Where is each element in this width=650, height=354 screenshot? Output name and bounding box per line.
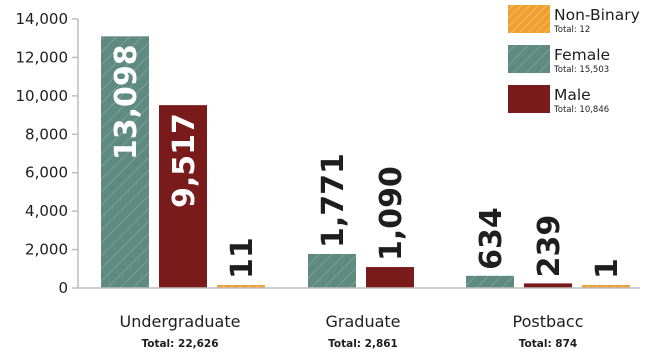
bars	[101, 36, 630, 289]
bar-non-binary-undergraduate	[217, 285, 265, 288]
data-label: 1,090	[374, 166, 409, 261]
data-label: 1,771	[316, 153, 351, 248]
category-label: Graduate	[326, 312, 401, 331]
category-label: Undergraduate	[120, 312, 241, 331]
y-tick-label: 12,000	[16, 48, 69, 66]
x-axis: Undergraduate Total: 22,626 Graduate Total:…	[78, 287, 640, 350]
bar-non-binary-postbacc	[582, 285, 630, 288]
legend-label: Male	[554, 86, 591, 104]
y-tick-label: 6,000	[25, 164, 68, 182]
legend-label: Non-Binary	[554, 6, 640, 24]
data-label: 11	[225, 237, 260, 279]
data-label: 239	[532, 215, 567, 278]
bar-male-graduate	[366, 267, 414, 288]
y-tick-label: 4,000	[25, 202, 68, 220]
data-label: 1	[590, 258, 625, 279]
data-label: 634	[474, 207, 509, 270]
category-total: Total: 22,626	[141, 338, 218, 350]
legend-total: Total: 15,503	[553, 65, 609, 75]
data-labels: 13,098 9,517 11 1,771 1,090 634 239 1	[109, 44, 625, 279]
legend-label: Female	[554, 46, 610, 64]
y-tick-label: 0	[58, 279, 68, 297]
bar-male-undergraduate	[159, 105, 207, 289]
data-label: 9,517	[167, 113, 202, 208]
legend-swatch-female	[508, 45, 550, 73]
legend-swatch-male	[508, 85, 550, 113]
bar-male-postbacc	[524, 283, 572, 288]
y-tick-label: 14,000	[16, 10, 69, 28]
category-total: Total: 2,861	[328, 338, 398, 350]
y-tick-label: 10,000	[16, 87, 69, 105]
bar-female-graduate	[308, 253, 356, 288]
legend-total: Total: 10,846	[553, 105, 609, 115]
y-axis: 0 2,000 4,000 6,000 8,000 10,000 12,000 14,000	[16, 10, 79, 297]
legend-total: Total: 12	[553, 25, 590, 35]
y-tick-label: 2,000	[25, 241, 68, 259]
bar-female-undergraduate	[101, 36, 149, 289]
category-total: Total: 874	[519, 338, 577, 350]
legend-swatch-non-binary	[508, 5, 550, 33]
bar-female-postbacc	[466, 275, 514, 288]
y-tick-label: 8,000	[25, 125, 68, 143]
data-label: 13,098	[109, 44, 144, 160]
category-label: Postbacc	[512, 312, 583, 331]
